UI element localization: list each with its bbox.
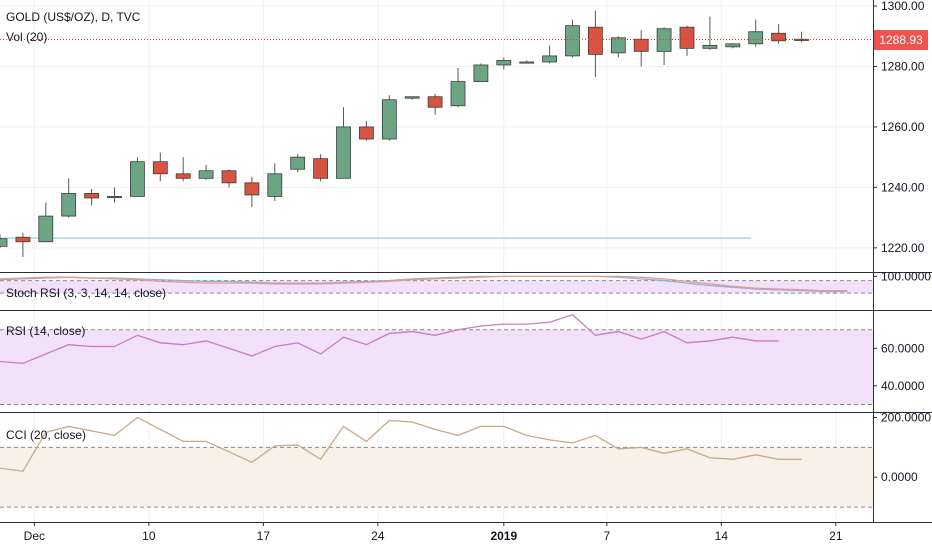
candle-up [473, 64, 489, 82]
candle-down [152, 161, 168, 175]
candle-down [84, 193, 99, 199]
x-tick-label: 2019 [490, 529, 517, 543]
oscillator-bands [0, 280, 873, 508]
x-tick-label: 10 [142, 529, 156, 543]
rsi-band [0, 329, 873, 405]
candle-down [313, 158, 329, 179]
candle-up [656, 28, 672, 52]
y-tick-label: 40.0000 [881, 379, 925, 393]
candle-up [404, 96, 420, 99]
cci-series-0 [0, 416, 802, 472]
candle-up [38, 215, 54, 243]
candle-down [175, 173, 191, 179]
candle-up [129, 161, 145, 197]
y-tick-label: 1280.00 [881, 59, 925, 73]
candle-down [244, 182, 260, 196]
rsi-legend: RSI (14, close) [6, 324, 86, 338]
candle-down [771, 32, 786, 42]
cci-band [0, 447, 873, 508]
candle-up [542, 55, 557, 63]
y-tick-label: 1300.00 [881, 0, 925, 13]
y-tick-label: 60.0000 [881, 341, 925, 355]
oscillator-panes[interactable] [0, 275, 848, 472]
price-pane[interactable] [0, 10, 873, 257]
cci-legend: CCI (20, close) [6, 428, 87, 442]
volume-legend: Vol (20) [6, 30, 48, 44]
candle-up [107, 196, 122, 199]
x-tick-label: 24 [371, 529, 385, 543]
y-tick-label: 1220.00 [881, 241, 925, 255]
candle-up [725, 43, 741, 48]
y-tick-label: 1260.00 [881, 120, 925, 134]
stoch-rsi-legend: Stoch RSI (3, 3, 14, 14, close) [6, 286, 167, 300]
candle-down [221, 170, 237, 184]
rsi-series-0 [0, 314, 779, 365]
candle-down [588, 26, 603, 55]
x-tick-label: 21 [829, 529, 843, 543]
y-tick-label: 1240.00 [881, 180, 925, 194]
candle-up [290, 156, 306, 170]
candle-down [358, 126, 374, 140]
candle-down [679, 26, 695, 49]
candle-down [427, 96, 443, 108]
candle-up [610, 37, 626, 54]
candle-up [748, 31, 764, 45]
stoch-rsi-series-0 [0, 275, 848, 293]
y-tick-label: 0.0000 [881, 470, 918, 484]
grid-lines [0, 0, 873, 522]
candle-up [61, 193, 77, 217]
candle-up [496, 60, 512, 66]
x-tick-label: 17 [257, 529, 271, 543]
candle-up [565, 25, 580, 57]
candle-up [702, 44, 718, 49]
y-tick-label: 200.0000 [881, 410, 931, 424]
candle-up [381, 99, 397, 140]
candle-up [0, 238, 8, 247]
stoch-rsi-series-1 [0, 275, 848, 292]
candle-down [15, 236, 31, 243]
y-tick-label: 100.0000 [881, 269, 931, 283]
last-price-tag: 1288.93 [874, 29, 928, 50]
x-tick-label: 14 [715, 529, 729, 543]
candle-down [633, 38, 649, 52]
candle-up [336, 126, 351, 179]
candle-up [519, 61, 535, 64]
candle-up [198, 170, 214, 179]
x-tick-label: 7 [604, 529, 611, 543]
symbol-title: GOLD (US$/OZ), D, TVC [6, 10, 141, 24]
candle-up [267, 173, 283, 197]
x-tick-label: Dec [24, 529, 45, 543]
candle-up [450, 81, 466, 107]
